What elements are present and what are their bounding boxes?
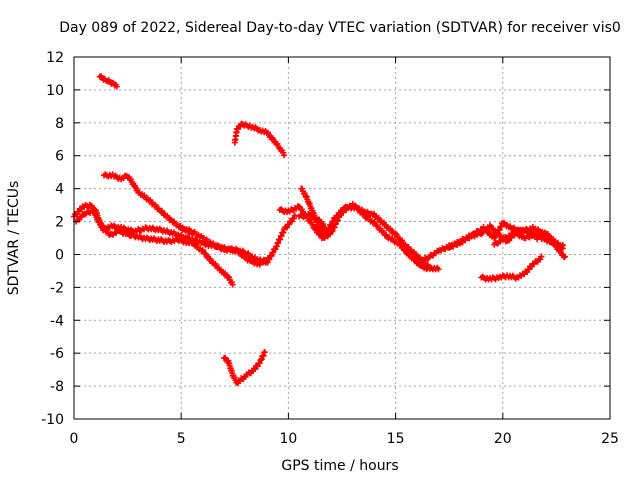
y-tick-label: -8	[50, 379, 64, 395]
series-arc1	[96, 73, 120, 90]
series-arc2	[231, 120, 288, 159]
y-tick-label: 6	[55, 149, 64, 165]
x-tick-label: 5	[177, 431, 186, 447]
x-tick-label: 25	[601, 431, 619, 447]
x-axis-label: GPS time / hours	[281, 458, 398, 474]
axis-ticks: 0 5 10 15 20 25 -10 -8 -6 -4 -2 0 2 4 6 8 10 12	[41, 50, 619, 447]
data-point	[167, 216, 174, 223]
series-arc15	[478, 253, 545, 283]
data-point	[561, 253, 568, 260]
y-tick-label: -2	[50, 280, 64, 296]
series-arc8	[182, 234, 236, 288]
data-point	[559, 245, 566, 252]
y-tick-label: 8	[55, 116, 64, 132]
y-tick-label: 0	[55, 247, 64, 263]
data-point	[424, 265, 431, 272]
x-tick-label: 20	[494, 431, 512, 447]
series-arc12	[311, 203, 431, 273]
y-tick-label: -4	[50, 313, 64, 329]
x-tick-label: 0	[70, 431, 79, 447]
series-arc5	[71, 201, 273, 268]
y-tick-label: -6	[50, 346, 64, 362]
data-point	[414, 252, 421, 259]
x-tick-label: 15	[387, 431, 405, 447]
y-tick-label: 10	[46, 83, 64, 99]
grid	[74, 57, 610, 419]
data-point	[291, 212, 298, 219]
data-point	[290, 215, 297, 222]
data-point	[538, 253, 545, 260]
data-point	[113, 83, 120, 90]
data-point	[392, 230, 399, 237]
data-point	[381, 221, 388, 228]
y-tick-label: 2	[55, 215, 64, 231]
chart-title: Day 089 of 2022, Sidereal Day-to-day VTE…	[59, 20, 621, 36]
data-point	[261, 349, 268, 356]
series-arc16	[491, 226, 566, 252]
y-tick-label: 12	[46, 50, 64, 66]
data-point	[229, 281, 236, 288]
data-marks	[71, 73, 568, 387]
x-tick-label: 10	[279, 431, 297, 447]
y-tick-label: 4	[55, 182, 64, 198]
series-arc7	[178, 212, 298, 266]
data-point	[435, 266, 442, 273]
series-arc3	[221, 349, 268, 387]
data-point	[281, 152, 288, 159]
data-point	[256, 360, 263, 367]
y-axis-label: SDTVAR / TECUs	[6, 181, 22, 296]
y-tick-label: -10	[41, 412, 64, 428]
plot-frame	[73, 56, 611, 420]
